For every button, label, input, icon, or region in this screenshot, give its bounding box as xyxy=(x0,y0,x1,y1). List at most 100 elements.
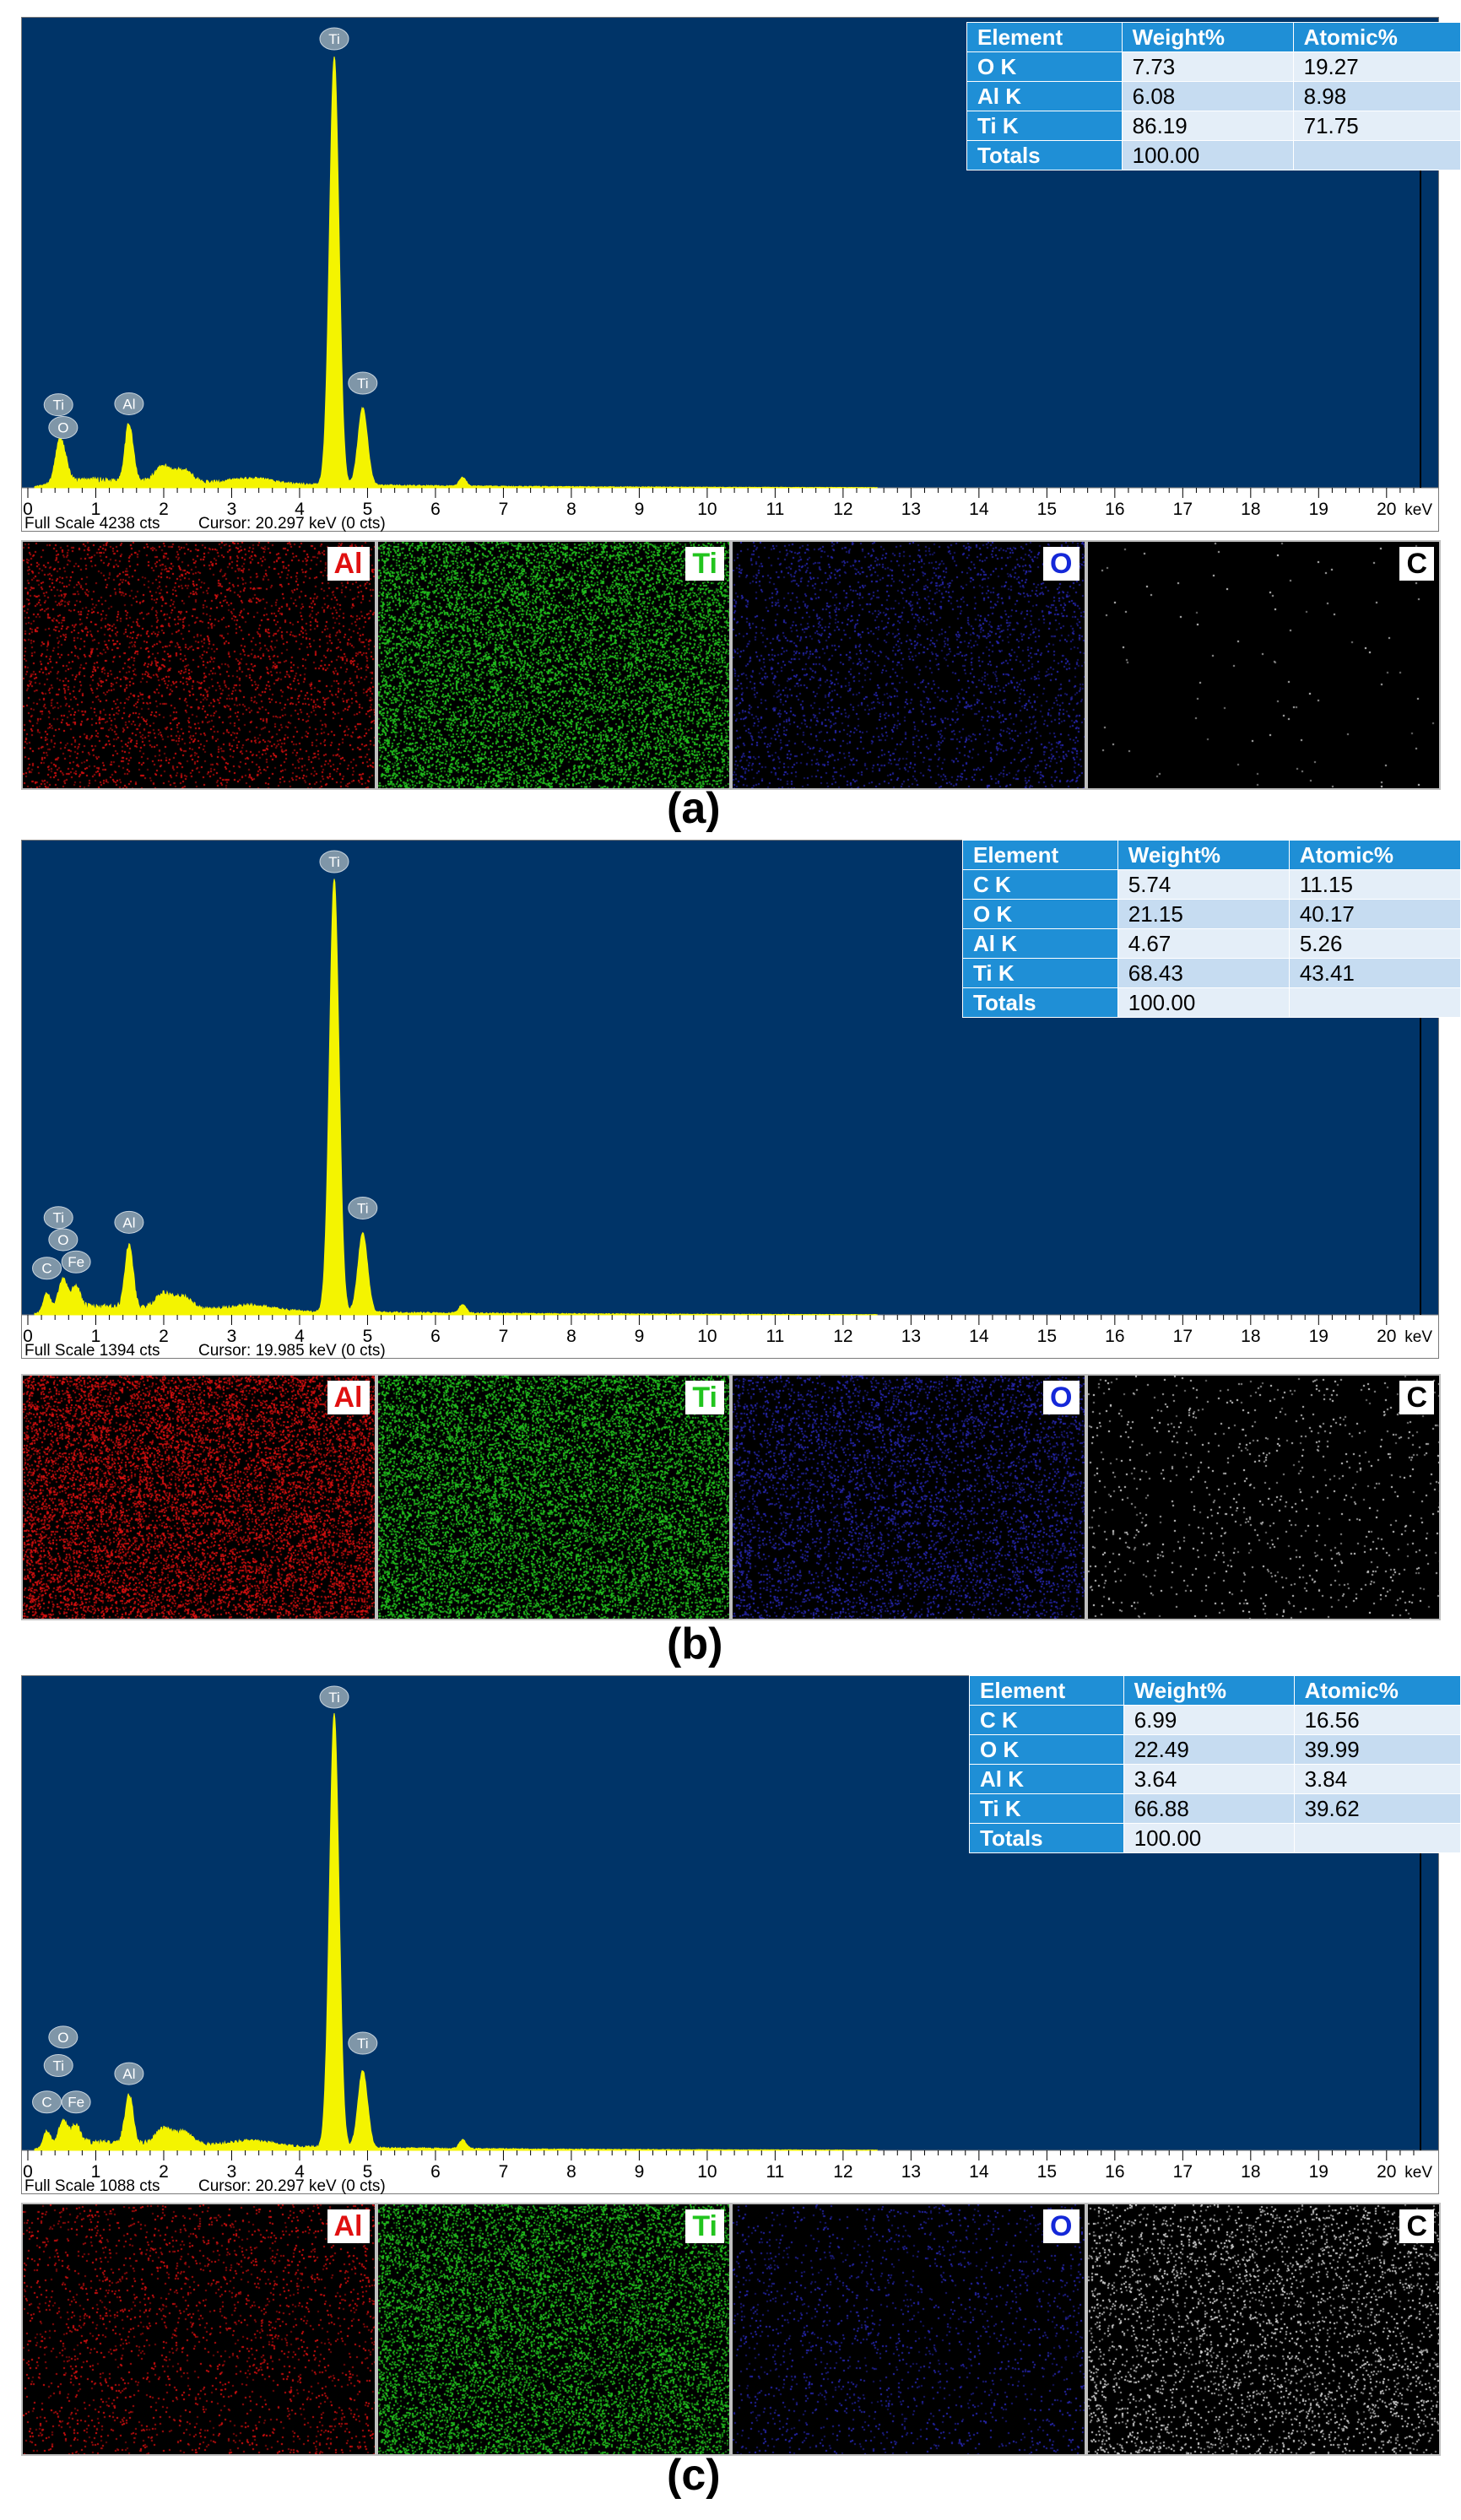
peak-label: Ti xyxy=(319,27,349,51)
svg-text:C: C xyxy=(41,1261,51,1277)
x-tick-label: 13 xyxy=(901,1327,921,1346)
element-map-c: C xyxy=(1085,540,1441,790)
table-cell-atomic: 43.41 xyxy=(1288,958,1461,988)
table-cell-atomic: 39.99 xyxy=(1293,1734,1461,1765)
table-cell-atomic xyxy=(1292,140,1461,170)
table-row: Ti K 66.88 39.62 xyxy=(969,1793,1461,1824)
element-map-o: O xyxy=(731,2203,1086,2456)
x-tick-label: 14 xyxy=(969,2162,989,2182)
table-cell-weight: 4.67 xyxy=(1117,928,1290,959)
x-tick-label: 16 xyxy=(1105,500,1124,519)
x-tick-label: 6 xyxy=(430,1327,441,1346)
element-map-o: O xyxy=(731,540,1086,790)
table-row: C K 6.99 16.56 xyxy=(969,1705,1461,1735)
table-header-cell: Element xyxy=(969,1675,1124,1706)
x-tick-label: 2 xyxy=(159,500,169,519)
peak-label: Ti xyxy=(348,371,378,395)
table-cell-weight: 6.08 xyxy=(1121,81,1294,111)
svg-text:Ti: Ti xyxy=(52,2058,64,2074)
table-row: Ti K 86.19 71.75 xyxy=(966,111,1461,141)
svg-text:Ti: Ti xyxy=(357,376,369,392)
table-header-cell: Atomic% xyxy=(1293,1675,1461,1706)
x-tick-label: 20 xyxy=(1377,1327,1396,1346)
x-tick-label: 9 xyxy=(635,1327,645,1346)
x-tick-label: 5 xyxy=(363,2162,373,2182)
table-cell-atomic: 19.27 xyxy=(1292,51,1461,82)
table-cell-weight: 86.19 xyxy=(1121,111,1294,141)
table-cell-weight: 68.43 xyxy=(1117,958,1290,988)
table-cell-element: Al K xyxy=(969,1764,1124,1794)
status-scale: Full Scale 1088 cts xyxy=(24,2177,160,2194)
x-tick-label: 5 xyxy=(363,500,373,519)
x-tick-label: 5 xyxy=(363,1327,373,1346)
table-cell-atomic: 8.98 xyxy=(1292,81,1461,111)
table-cell-atomic: 3.84 xyxy=(1293,1764,1461,1794)
element-map-ti: Ti xyxy=(376,2203,731,2456)
peak-label: Al xyxy=(114,1210,144,1234)
element-maps: Al Ti O C xyxy=(21,1374,1441,1620)
svg-text:O: O xyxy=(57,2030,68,2046)
svg-text:O: O xyxy=(57,420,68,436)
x-tick-label: 19 xyxy=(1309,1327,1328,1346)
x-tick-label: 10 xyxy=(697,500,717,519)
table-cell-element: Totals xyxy=(966,140,1123,170)
map-element-label: Al xyxy=(327,1381,370,1414)
svg-text:Fe: Fe xyxy=(68,1254,84,1270)
x-tick-label: 8 xyxy=(566,2162,576,2182)
table-row: O K 22.49 39.99 xyxy=(969,1734,1461,1765)
axis-strip xyxy=(21,487,1439,532)
element-map-al: Al xyxy=(21,1374,376,1620)
table-cell-atomic: 16.56 xyxy=(1293,1705,1461,1735)
table-cell-element: Al K xyxy=(966,81,1123,111)
x-tick-label: 12 xyxy=(833,2162,852,2182)
status-scale: Full Scale 4238 cts xyxy=(24,515,160,532)
table-header-cell: Atomic% xyxy=(1288,840,1461,870)
table-cell-weight: 66.88 xyxy=(1123,1793,1295,1824)
quantification-table: Element Weight% Atomic% C K 5.74 11.15 O K 21.1… xyxy=(962,840,1461,1018)
peak-label: Al xyxy=(114,2062,144,2085)
panel-label: (c) xyxy=(667,2451,721,2500)
table-row: Al K 4.67 5.26 xyxy=(962,928,1461,959)
svg-text:Ti: Ti xyxy=(357,2036,369,2052)
element-map-ti: Ti xyxy=(376,1374,731,1620)
table-cell-element: C K xyxy=(962,869,1118,900)
table-row: Al K 6.08 8.98 xyxy=(966,81,1461,111)
table-cell-weight: 100.00 xyxy=(1121,140,1294,170)
peak-label: Fe xyxy=(61,1250,91,1274)
peak-label: Ti xyxy=(43,393,73,417)
svg-text:Ti: Ti xyxy=(328,31,340,47)
x-tick-label: 1 xyxy=(91,500,101,519)
x-tick-label: 20 xyxy=(1377,2162,1396,2182)
x-tick-label: 6 xyxy=(430,2162,441,2182)
map-element-label: C xyxy=(1399,547,1434,581)
svg-text:Al: Al xyxy=(122,2066,135,2082)
status-cursor: Cursor: 20.297 keV (0 cts) xyxy=(198,515,386,532)
peak-label: Ti xyxy=(348,2031,378,2055)
x-tick-label: 7 xyxy=(499,500,509,519)
x-tick-label: 10 xyxy=(697,2162,717,2182)
table-cell-element: Totals xyxy=(969,1823,1124,1853)
element-maps: Al Ti O C xyxy=(21,540,1441,790)
table-cell-element: O K xyxy=(966,51,1123,82)
x-tick-label: 4 xyxy=(295,2162,305,2182)
status-cursor: Cursor: 20.297 keV (0 cts) xyxy=(198,2177,386,2194)
table-cell-weight: 22.49 xyxy=(1123,1734,1295,1765)
table-row: Al K 3.64 3.84 xyxy=(969,1764,1461,1794)
x-tick-label: 17 xyxy=(1173,1327,1193,1346)
x-tick-label: 14 xyxy=(969,500,989,519)
x-tick-label: 2 xyxy=(159,1327,169,1346)
table-cell-element: O K xyxy=(969,1734,1124,1765)
peak-label: C xyxy=(32,1257,62,1280)
x-tick-label: 6 xyxy=(430,500,441,519)
x-tick-label: 13 xyxy=(901,2162,921,2182)
table-header-cell: Weight% xyxy=(1123,1675,1295,1706)
table-cell-element: Ti K xyxy=(969,1793,1124,1824)
element-map-c: C xyxy=(1085,2203,1441,2456)
peak-label: C xyxy=(32,2090,62,2114)
x-tick-label: 15 xyxy=(1037,1327,1057,1346)
table-cell-element: C K xyxy=(969,1705,1124,1735)
x-tick-label: 18 xyxy=(1241,2162,1260,2182)
table-cell-weight: 21.15 xyxy=(1117,899,1290,929)
x-tick-label: 11 xyxy=(766,1327,784,1346)
